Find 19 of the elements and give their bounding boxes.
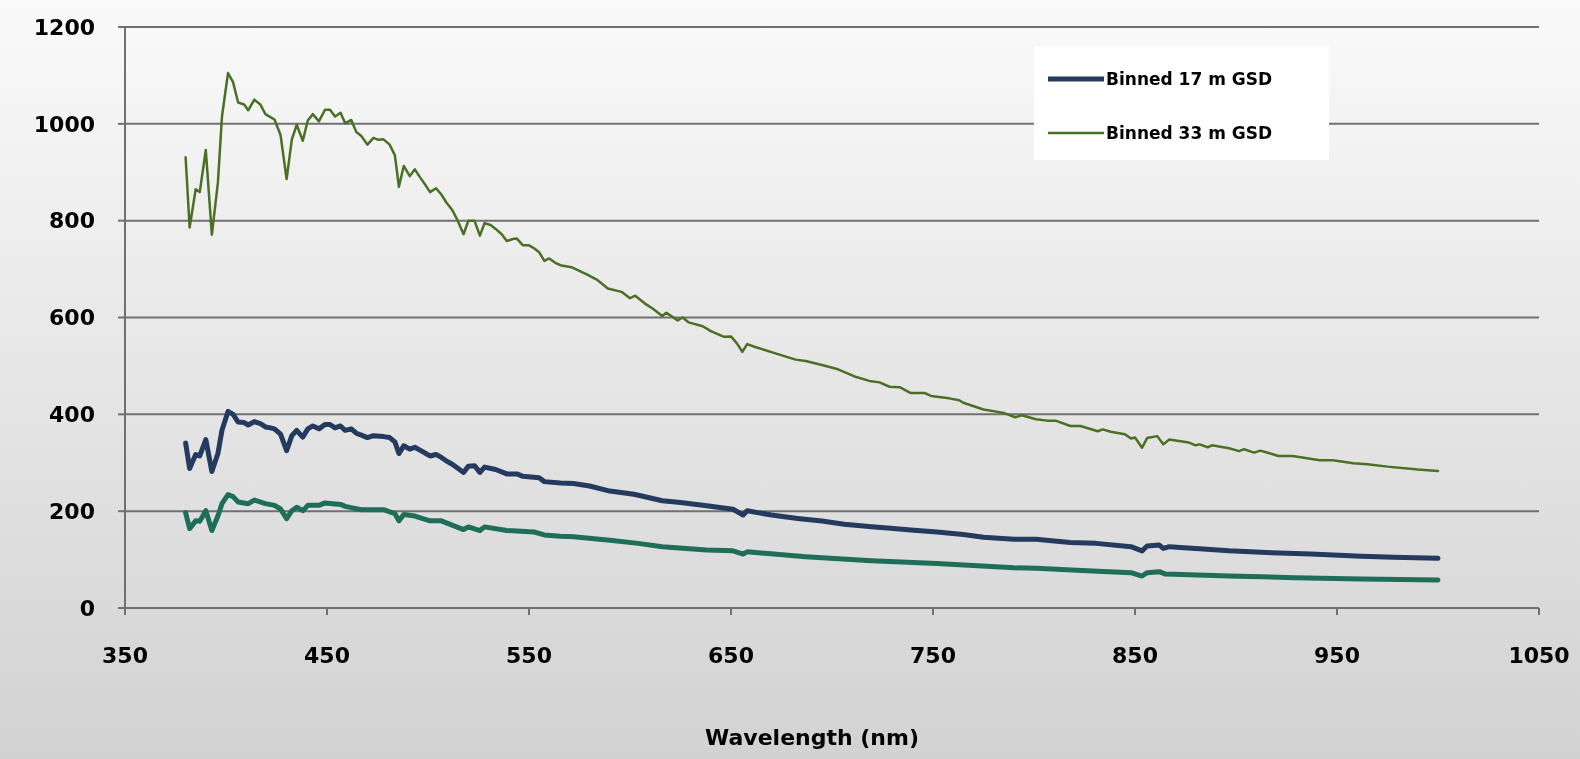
y-tick-label: 0 [79, 595, 95, 621]
x-tick-label: 950 [1314, 643, 1360, 668]
x-axis-title: Wavelength (nm) [705, 725, 919, 750]
x-tick-label: 750 [910, 643, 956, 668]
y-tick-label: 800 [49, 208, 95, 234]
x-tick-label: 850 [1112, 643, 1158, 668]
x-tick-label: 650 [708, 643, 754, 668]
y-tick-label: 400 [49, 402, 95, 428]
legend-label: Binned 33 m GSD [1106, 122, 1273, 143]
x-tick-label: 550 [506, 643, 552, 668]
x-tick-label: 1050 [1508, 643, 1570, 668]
x-tick-label: 350 [102, 643, 148, 668]
line-series [184, 71, 1440, 473]
y-tick-label: 1200 [33, 14, 95, 40]
y-tick-label: 200 [49, 498, 95, 524]
y-tick-label: 600 [49, 305, 95, 331]
x-tick-label: 450 [304, 643, 350, 668]
legend-label: Binned 17 m GSD [1106, 68, 1273, 89]
y-tick-label: 1000 [33, 111, 95, 137]
